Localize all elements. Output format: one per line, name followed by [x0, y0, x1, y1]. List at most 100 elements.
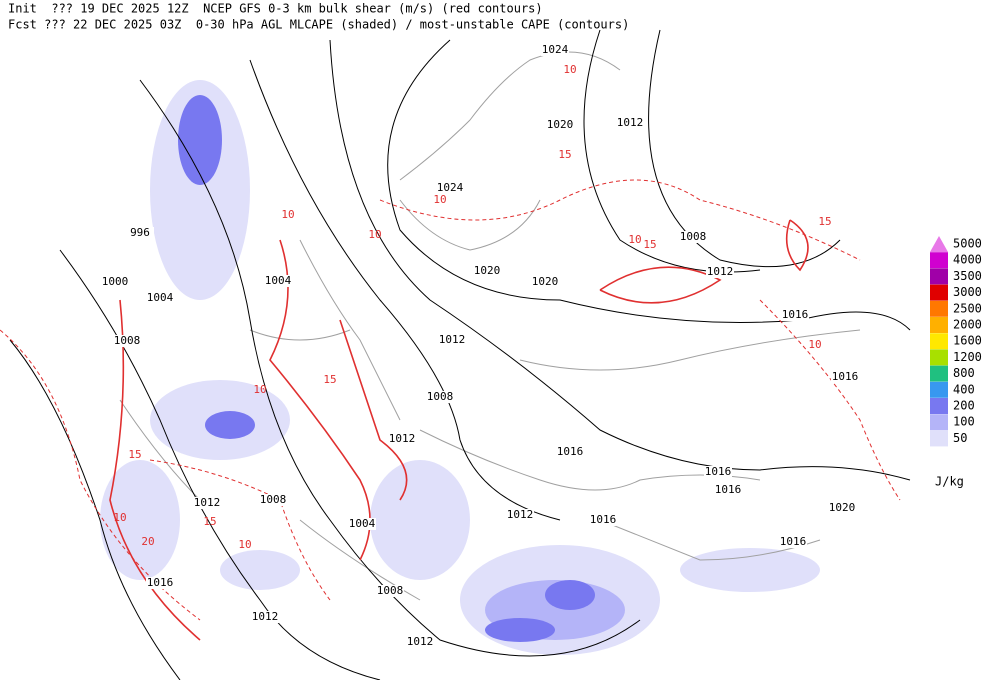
isobar-label: 1024	[542, 43, 569, 56]
legend-swatch	[930, 333, 948, 350]
isobar-label: 1008	[377, 584, 404, 597]
legend-label: 5000	[953, 237, 982, 251]
label-bg	[193, 497, 221, 509]
isobar-label: 1008	[427, 390, 454, 403]
isobar-label: 1012	[389, 432, 416, 445]
legend-swatch	[930, 300, 948, 317]
shear-contour	[339, 319, 408, 501]
legend-label: 400	[953, 382, 975, 396]
shear-label: 15	[128, 448, 141, 461]
legend-label: 800	[953, 366, 975, 380]
legend-label: 1200	[953, 350, 982, 364]
label-bg	[259, 494, 287, 506]
shear-label: 10	[238, 538, 251, 551]
isobar-label: 1016	[782, 308, 809, 321]
isobar-label: 1012	[617, 116, 644, 129]
cape-area	[150, 80, 250, 300]
header-line: Fcst ??? 22 DEC 2025 03Z 0-30 hPa AGL ML…	[8, 18, 629, 32]
label-bg	[146, 577, 174, 589]
legend-swatch	[930, 236, 948, 252]
shear-label: 15	[818, 215, 831, 228]
label-bg	[714, 484, 742, 496]
shear-label: 10	[563, 63, 576, 76]
shear-label: 10	[628, 233, 641, 246]
label-bg	[473, 265, 501, 277]
shear-label: 15	[323, 373, 336, 386]
shear-contour	[759, 299, 901, 501]
legend-label: 2500	[953, 301, 982, 315]
legend-swatch	[930, 414, 948, 431]
shear-label: 10	[113, 511, 126, 524]
cape-area	[100, 460, 180, 580]
legend-swatch	[930, 317, 948, 333]
legend-unit: J/kg	[935, 475, 964, 489]
legend-label: 2000	[953, 318, 982, 332]
isobar-label: 1008	[680, 230, 707, 243]
shear-label: 15	[643, 238, 656, 251]
isobar-label: 1008	[114, 334, 141, 347]
isobar-label: 1012	[252, 610, 279, 623]
cape-area	[370, 460, 470, 580]
shear-label: 10	[253, 383, 266, 396]
cape-area	[485, 618, 555, 642]
isobar-label: 1020	[829, 501, 856, 514]
shear-label: 15	[558, 148, 571, 161]
isobar-label: 1012	[707, 265, 734, 278]
legend-swatch	[930, 398, 948, 414]
isobar-label: 1016	[147, 576, 174, 589]
legend-swatch	[930, 430, 948, 447]
label-bg	[264, 275, 292, 287]
label-bg	[704, 466, 732, 478]
isobar-label: 1004	[147, 291, 174, 304]
label-bg	[828, 502, 856, 514]
label-bg	[679, 231, 707, 243]
shear-contour	[599, 266, 722, 304]
shear-label: 20	[141, 535, 154, 548]
label-bg	[531, 276, 559, 288]
isobar-label: 1012	[407, 635, 434, 648]
cape-area	[680, 548, 820, 592]
isobar-label: 1004	[265, 274, 292, 287]
isobar-label: 1012	[439, 333, 466, 346]
isobar	[387, 39, 911, 331]
label-bg	[541, 44, 569, 56]
isobar-label: 1016	[832, 370, 859, 383]
label-bg	[251, 611, 279, 623]
legend-swatch	[930, 365, 948, 382]
legend-label: 3500	[953, 269, 982, 283]
legend-swatch	[930, 252, 948, 269]
isobar-label: 1020	[474, 264, 501, 277]
label-bg	[616, 117, 644, 129]
label-bg	[706, 266, 734, 278]
legend-swatch	[930, 381, 948, 398]
isobar-label: 1008	[260, 493, 287, 506]
cape-area	[205, 411, 255, 439]
isobar	[583, 29, 761, 273]
isobar-label: 1016	[557, 445, 584, 458]
cape-area	[545, 580, 595, 610]
shear-label: 10	[808, 338, 821, 351]
label-bg	[426, 391, 454, 403]
label-bg	[506, 509, 534, 521]
isobar-label: 1016	[590, 513, 617, 526]
label-bg	[436, 182, 464, 194]
legend-label: 100	[953, 415, 975, 429]
isobar-label: 1012	[194, 496, 221, 509]
isobar	[249, 59, 561, 521]
legend-label: 200	[953, 399, 975, 413]
cape-area	[220, 550, 300, 590]
border-line	[119, 51, 861, 601]
isobar	[9, 339, 181, 680]
label-bg	[438, 334, 466, 346]
isobar	[329, 39, 911, 481]
legend-swatch	[930, 349, 948, 366]
isobar-label: 1020	[532, 275, 559, 288]
shear-contour	[109, 299, 201, 641]
isobar	[139, 79, 641, 657]
legend-swatch	[930, 268, 948, 285]
isobar	[648, 29, 841, 268]
label-bg	[126, 227, 154, 239]
